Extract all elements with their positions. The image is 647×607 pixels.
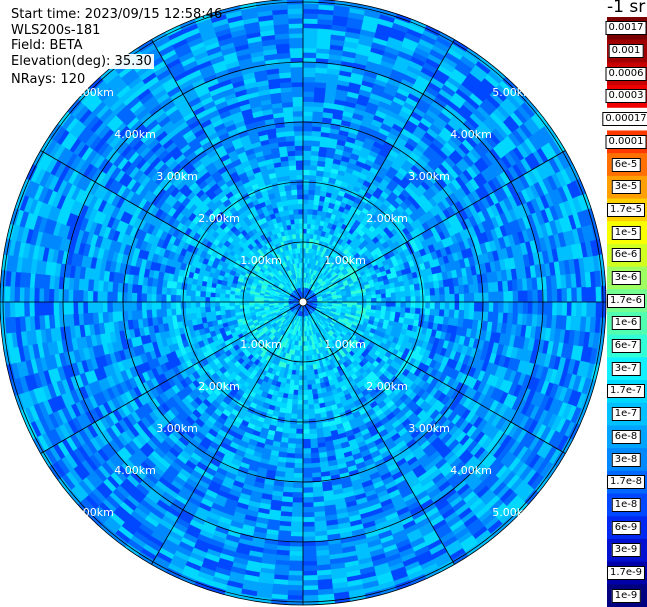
- azimuth-spoke-240: [40, 301, 304, 454]
- polar-grid: [0, 0, 607, 606]
- ring-label-1-3: 1.00km: [324, 338, 366, 351]
- colorbar-label-22: 6e-9: [611, 520, 641, 535]
- azimuth-spoke-60: [302, 150, 566, 303]
- colorbar: [607, 17, 647, 607]
- colorbar-label-5: 0.0001: [605, 134, 647, 149]
- azimuth-spoke-300: [40, 150, 304, 303]
- colorbar-label-13: 1e-6: [611, 316, 641, 331]
- ring-label-4-1: 4.00km: [450, 128, 492, 141]
- ring-label-5-1: 5.00km: [492, 86, 534, 99]
- ring-labels: 1.00km 1.00km 1.00km 1.00km 2.00km 2.00km 2.00…: [72, 86, 534, 519]
- colorbar-label-4: 0.00017: [602, 112, 647, 127]
- colorbar-label-3: 0.0003: [605, 89, 647, 104]
- colorbar-label-11: 3e-6: [611, 270, 641, 285]
- instrument-label: WLS200s-181: [11, 23, 101, 38]
- nrays-label: NRays: 120: [11, 72, 88, 87]
- colorbar-label-10: 6e-6: [611, 248, 641, 263]
- ring-label-2-0: 2.00km: [198, 212, 240, 225]
- colorbar-label-15: 3e-7: [611, 361, 641, 376]
- ring-label-2-3: 2.00km: [366, 380, 408, 393]
- ring-label-4-3: 4.00km: [450, 464, 492, 477]
- colorbar-label-19: 3e-8: [611, 452, 641, 467]
- ring-label-5-0: 5.00km: [72, 86, 114, 99]
- ring-label-1-2: 1.00km: [240, 338, 282, 351]
- colorbar-label-1: 0.001: [608, 44, 644, 59]
- colorbar-label-23: 3e-9: [611, 543, 641, 558]
- ring-label-3-0: 3.00km: [156, 170, 198, 183]
- colorbar-label-7: 3e-5: [611, 180, 641, 195]
- colorbar-label-16: 1.7e-7: [606, 384, 646, 399]
- colorbar-label-0: 0.0017: [605, 21, 647, 36]
- ring-label-5-2: 5.00km: [72, 506, 114, 519]
- colorbar-label-8: 1.7e-5: [606, 202, 646, 217]
- ring-label-4-2: 4.00km: [114, 464, 156, 477]
- colorbar-label-18: 6e-8: [611, 429, 641, 444]
- colorbar-label-14: 6e-7: [611, 339, 641, 354]
- colorbar-label-6: 6e-5: [611, 157, 641, 172]
- colorbar-label-24: 1.7e-9: [606, 565, 646, 580]
- ring-label-1-0: 1.00km: [240, 254, 282, 267]
- radar-center: [298, 297, 308, 307]
- elevation-label: Elevation(deg): 35.30: [11, 54, 154, 69]
- ring-label-2-2: 2.00km: [198, 380, 240, 393]
- colorbar-unit: -1 sr: [607, 0, 646, 17]
- colorbar-label-2: 0.0006: [605, 66, 647, 81]
- azimuth-spoke-150: [302, 301, 455, 565]
- ring-label-5-3: 5.00km: [492, 506, 534, 519]
- colorbar-label-12: 1.7e-6: [606, 293, 646, 308]
- azimuth-spoke-210: [151, 301, 304, 565]
- azimuth-spoke-330: [151, 39, 304, 303]
- ring-label-3-2: 3.00km: [156, 422, 198, 435]
- colorbar-label-25: 1e-9: [611, 588, 641, 603]
- colorbar-label-20: 1.7e-8: [606, 475, 646, 490]
- ring-label-2-1: 2.00km: [366, 212, 408, 225]
- ring-label-4-0: 4.00km: [114, 128, 156, 141]
- start-time-label: Start time: 2023/09/15 12:58:46: [11, 7, 223, 22]
- ring-label-1-1: 1.00km: [324, 254, 366, 267]
- ring-label-3-3: 3.00km: [408, 422, 450, 435]
- azimuth-spoke-30: [302, 39, 455, 303]
- azimuth-spoke-120: [302, 301, 566, 454]
- colorbar-label-17: 1e-7: [611, 407, 641, 422]
- ring-label-3-1: 3.00km: [408, 170, 450, 183]
- colorbar-label-21: 1e-8: [611, 497, 641, 512]
- field-label: Field: BETA: [11, 38, 83, 53]
- colorbar-label-9: 1e-5: [611, 225, 641, 240]
